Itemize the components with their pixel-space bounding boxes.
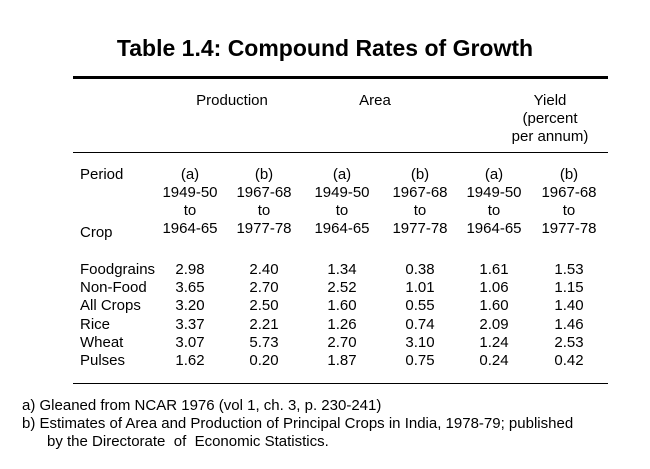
column-header: (a) 1949-50 to 1964-65 xyxy=(304,166,380,238)
row-crop-label: Pulses xyxy=(80,352,126,369)
table-cell: 2.52 xyxy=(327,279,357,296)
table-cell: 1.34 xyxy=(327,261,357,278)
column-header-line: 1967-68 xyxy=(392,184,448,201)
column-header-line: to xyxy=(413,202,427,219)
period-label: Period xyxy=(80,166,124,183)
table-cell: 1.87 xyxy=(327,352,357,369)
group-production: Production xyxy=(196,92,268,109)
table-cell: 3.20 xyxy=(175,297,205,314)
table-cell: 0.74 xyxy=(405,316,435,333)
row-crop-label: Rice xyxy=(80,316,111,333)
column-header-line: (a) xyxy=(484,166,504,183)
table-cell: 2.09 xyxy=(479,316,509,333)
column-header-line: 1977-78 xyxy=(541,220,597,237)
table-cell: 2.50 xyxy=(249,297,279,314)
table-cell: 1.24 xyxy=(479,334,509,351)
top-rule xyxy=(73,76,608,79)
column-header-line: to xyxy=(335,202,349,219)
table-title: Table 1.4: Compound Rates of Growth xyxy=(116,35,534,61)
column-header: (b) 1967-68 to 1977-78 xyxy=(382,166,458,238)
header-rule xyxy=(73,152,608,153)
column-header-line: 1949-50 xyxy=(314,184,370,201)
table-cell: 0.42 xyxy=(554,352,584,369)
column-header-line: (b) xyxy=(254,166,274,183)
table-cell: 2.70 xyxy=(327,334,357,351)
column-header-line: (a) xyxy=(180,166,200,183)
crop-label: Crop xyxy=(80,224,113,241)
column-header-line: to xyxy=(183,202,197,219)
column-header-line: 1977-78 xyxy=(236,220,292,237)
row-crop-label: Foodgrains xyxy=(80,261,156,278)
table-cell: 2.98 xyxy=(175,261,205,278)
column-header-line: 1967-68 xyxy=(541,184,597,201)
table-cell: 2.53 xyxy=(554,334,584,351)
note-b-line1: b) Estimates of Area and Production of P… xyxy=(22,415,574,432)
column-header: (a) 1949-50 to 1964-65 xyxy=(456,166,532,238)
table-cell: 1.62 xyxy=(175,352,205,369)
table-cell: 1.26 xyxy=(327,316,357,333)
row-crop-label: Wheat xyxy=(80,334,124,351)
table-cell: 3.10 xyxy=(405,334,435,351)
column-header-line: to xyxy=(487,202,501,219)
table-cell: 5.73 xyxy=(249,334,279,351)
row-crop-label: Non-Food xyxy=(80,279,147,296)
table-cell: 1.61 xyxy=(479,261,509,278)
group-yield-line2: (percent xyxy=(522,110,578,127)
column-header-line: 1964-65 xyxy=(466,220,522,237)
table-cell: 1.53 xyxy=(554,261,584,278)
group-yield-line3: per annum) xyxy=(511,128,589,145)
column-header-line: (a) xyxy=(332,166,352,183)
column-header-line: 1967-68 xyxy=(236,184,292,201)
group-area: Area xyxy=(359,92,391,109)
table-cell: 1.15 xyxy=(554,279,584,296)
table-cell: 2.40 xyxy=(249,261,279,278)
table-cell: 1.60 xyxy=(479,297,509,314)
column-header: (b) 1967-68 to 1977-78 xyxy=(531,166,607,238)
table-cell: 0.75 xyxy=(405,352,435,369)
column-header-line: 1964-65 xyxy=(314,220,370,237)
column-header-line: (b) xyxy=(410,166,430,183)
table-cell: 3.07 xyxy=(175,334,205,351)
table-cell: 3.37 xyxy=(175,316,205,333)
table-cell: 0.55 xyxy=(405,297,435,314)
table-cell: 1.06 xyxy=(479,279,509,296)
group-yield-line1: Yield xyxy=(533,92,567,109)
column-header-line: to xyxy=(562,202,576,219)
column-header-line: 1977-78 xyxy=(392,220,448,237)
table-cell: 0.20 xyxy=(249,352,279,369)
column-header: (b) 1967-68 to 1977-78 xyxy=(226,166,302,238)
table-cell: 0.38 xyxy=(405,261,435,278)
table-cell: 3.65 xyxy=(175,279,205,296)
table-cell: 1.40 xyxy=(554,297,584,314)
table-cell: 2.21 xyxy=(249,316,279,333)
column-header-line: 1949-50 xyxy=(162,184,218,201)
table-cell: 0.24 xyxy=(479,352,509,369)
column-header: (a) 1949-50 to 1964-65 xyxy=(152,166,228,238)
table-cell: 1.46 xyxy=(554,316,584,333)
table-cell: 1.60 xyxy=(327,297,357,314)
bottom-rule xyxy=(73,383,608,384)
column-header-line: 1964-65 xyxy=(162,220,218,237)
column-header-line: (b) xyxy=(559,166,579,183)
note-b-line2: by the Directorate of Economic Statistic… xyxy=(22,433,329,450)
row-crop-label: All Crops xyxy=(80,297,141,314)
note-a: a) Gleaned from NCAR 1976 (vol 1, ch. 3,… xyxy=(22,397,382,414)
table-cell: 2.70 xyxy=(249,279,279,296)
table-cell: 1.01 xyxy=(405,279,435,296)
column-header-line: to xyxy=(257,202,271,219)
column-header-line: 1949-50 xyxy=(466,184,522,201)
